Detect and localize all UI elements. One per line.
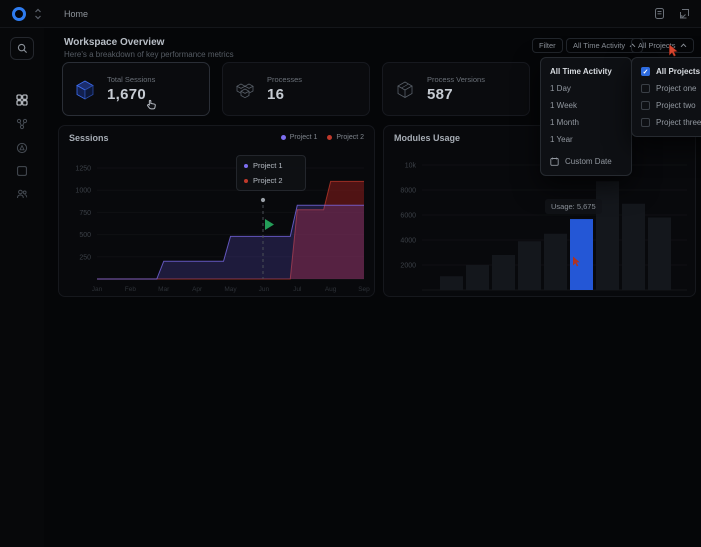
svg-text:1000: 1000 [75, 188, 91, 195]
svg-text:Jan: Jan [92, 286, 103, 293]
menu-item-all-projects[interactable]: ✓ All Projects [641, 67, 701, 76]
chevron-up-icon [629, 43, 636, 48]
chevron-up-icon [680, 43, 686, 48]
sessions-area-chart[interactable]: 1250 1000 750 500 250 Jan Feb Mar Apr May Jun Jul Au… [59, 126, 374, 296]
legend-item-project2[interactable]: Project 2 [327, 134, 364, 141]
menu-item-1-month[interactable]: 1 Month [550, 118, 579, 127]
stat-label: Processes [267, 75, 303, 84]
menu-item-all-time-activity[interactable]: All Time Activity [550, 67, 612, 76]
sessions-chart-title: Sessions [69, 133, 109, 143]
menu-item-1-week[interactable]: 1 Week [550, 101, 577, 110]
processes-cubes-icon [236, 83, 254, 99]
svg-text:Aug: Aug [325, 286, 337, 293]
bar[interactable] [596, 181, 619, 290]
hand-cursor [147, 99, 156, 110]
svg-text:Jun: Jun [259, 286, 270, 293]
svg-text:Apr: Apr [192, 286, 203, 293]
red-pointer-cursor [669, 44, 678, 57]
stat-card-process-versions[interactable]: Process Versions 587 [382, 62, 530, 116]
stat-card-total-sessions[interactable]: Total Sessions 1,670 [62, 62, 210, 116]
docs-icon[interactable] [653, 7, 666, 20]
sessions-cube-icon [76, 80, 94, 100]
filter-button[interactable]: Filter [532, 38, 563, 53]
search-icon [17, 43, 27, 53]
svg-text:Feb: Feb [125, 286, 137, 293]
sessions-tooltip: Project 1 Project 2 [236, 155, 306, 191]
time-filter-dropdown[interactable]: All Time Activity [566, 38, 644, 53]
versions-cube-icon [397, 81, 413, 98]
menu-item-project-three[interactable]: Project three [632, 114, 701, 131]
bar[interactable] [518, 241, 541, 290]
bar[interactable] [622, 203, 645, 290]
stat-label: Process Versions [427, 75, 485, 84]
calendar-icon [550, 157, 559, 166]
modules-bar-chart[interactable]: 10k 8000 6000 4000 2000 [384, 126, 695, 296]
project2-dot [327, 135, 333, 140]
menu-item-project-two[interactable]: Project two [632, 97, 701, 114]
svg-text:Jul: Jul [293, 286, 302, 293]
checkbox-project-two[interactable] [641, 101, 650, 110]
workflow-icon[interactable] [16, 118, 28, 130]
project2-dot [244, 178, 248, 183]
modules-chart-panel: Modules Usage 10k 8000 6000 4000 2000 [383, 125, 696, 297]
menu-item-1-year[interactable]: 1 Year [550, 135, 573, 144]
svg-text:750: 750 [79, 210, 91, 217]
menu-item-custom-date[interactable]: Custom Date [541, 153, 631, 170]
checkbox-project-one[interactable] [641, 84, 650, 93]
users-icon[interactable] [16, 188, 28, 200]
sidebar-collapse-icon[interactable] [33, 8, 43, 20]
globe-icon[interactable] [16, 142, 28, 154]
menu-item-project-one[interactable]: Project one [632, 80, 701, 97]
time-dropdown-menu: All Time Activity 1 Day 1 Week 1 Month 1… [540, 57, 632, 176]
svg-text:250: 250 [79, 254, 91, 261]
bar[interactable] [648, 217, 671, 291]
topbar: Home [0, 0, 701, 28]
svg-text:1250: 1250 [75, 166, 91, 173]
stat-value: 587 [427, 86, 453, 103]
svg-text:Sep: Sep [358, 286, 370, 293]
modules-chart-title: Modules Usage [394, 133, 461, 143]
svg-text:4000: 4000 [400, 238, 416, 245]
menu-item-1-day[interactable]: 1 Day [550, 84, 571, 93]
red-pointer-cursor-small [573, 256, 580, 267]
svg-text:2000: 2000 [400, 263, 416, 270]
stat-value: 16 [267, 86, 285, 103]
modules-usage-tooltip: Usage: 5,675 [545, 199, 602, 214]
green-collab-cursor [265, 219, 274, 230]
sessions-chart-panel: Sessions Project 1 Project 2 1250 1000 750… [58, 125, 375, 297]
checkbox-all-projects[interactable]: ✓ [641, 67, 650, 76]
bar[interactable] [544, 233, 567, 290]
checkbox-project-three[interactable] [641, 118, 650, 127]
app-logo[interactable] [12, 7, 26, 21]
svg-text:10k: 10k [405, 163, 417, 170]
projects-filter-dropdown[interactable]: All Projects [631, 38, 694, 53]
dashboard-grid-icon[interactable] [16, 94, 28, 106]
search-button[interactable] [10, 37, 34, 60]
page-subtitle: Here's a breakdown of key performance me… [64, 50, 234, 59]
svg-text:Mar: Mar [158, 286, 170, 293]
open-panel-icon[interactable] [678, 7, 691, 20]
bar[interactable] [440, 276, 463, 290]
project1-dot [244, 163, 248, 168]
legend-item-project1[interactable]: Project 1 [280, 134, 317, 141]
page-title: Workspace Overview [64, 37, 165, 48]
bar[interactable] [466, 265, 489, 290]
stat-label: Total Sessions [107, 75, 156, 84]
breadcrumb[interactable]: Home [64, 9, 89, 19]
package-icon[interactable] [16, 165, 28, 177]
sessions-legend: Project 1 Project 2 [280, 134, 364, 141]
projects-dropdown-menu: ✓ All Projects Project one Project two P… [631, 57, 701, 137]
bar[interactable] [492, 255, 515, 290]
svg-text:8000: 8000 [400, 188, 416, 195]
project1-dot [280, 135, 286, 140]
bar-highlighted[interactable] [570, 219, 593, 290]
sidebar [0, 28, 44, 547]
svg-text:May: May [224, 286, 237, 293]
svg-text:500: 500 [79, 232, 91, 239]
svg-text:6000: 6000 [400, 213, 416, 220]
stat-card-processes[interactable]: Processes 16 [222, 62, 370, 116]
stat-value: 1,670 [107, 86, 147, 103]
